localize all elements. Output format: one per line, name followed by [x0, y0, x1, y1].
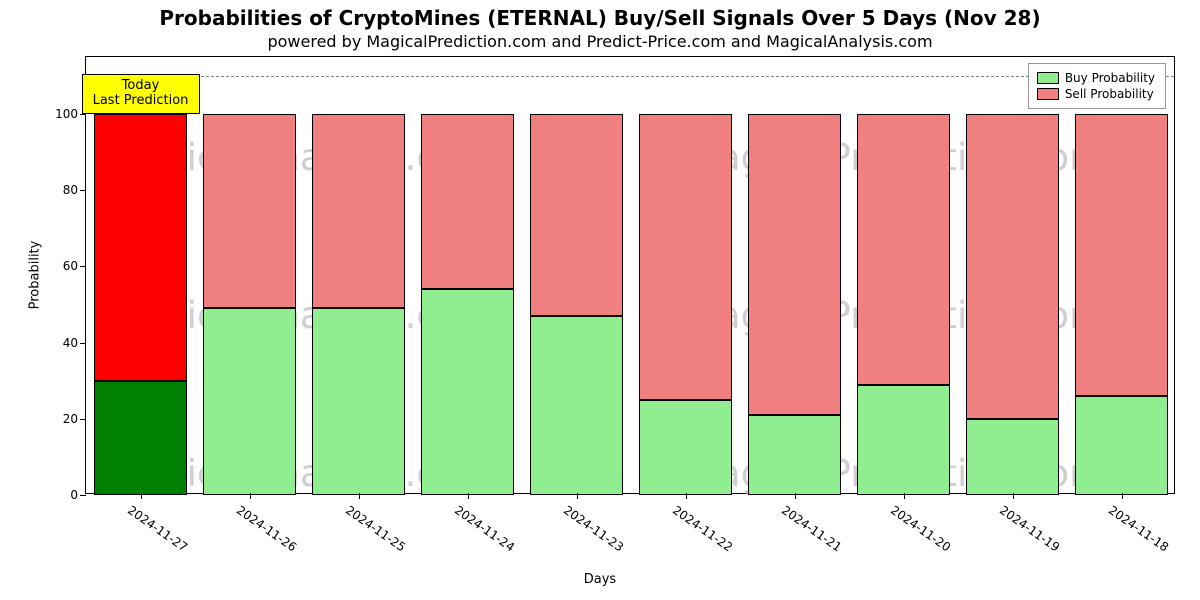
chart-title: Probabilities of CryptoMines (ETERNAL) B…: [0, 6, 1200, 30]
x-tick-mark: [250, 493, 251, 499]
page-root: Probabilities of CryptoMines (ETERNAL) B…: [0, 0, 1200, 600]
bar-sell: [203, 114, 296, 308]
y-tick-label: 60: [63, 259, 86, 273]
legend-label: Buy Probability: [1065, 70, 1155, 86]
x-tick-mark: [577, 493, 578, 499]
x-tick-label: 2024-11-25: [342, 503, 407, 554]
legend-item: Sell Probability: [1037, 86, 1155, 102]
bar-buy: [530, 316, 623, 495]
grid-line-dashed: [86, 76, 1174, 77]
x-tick-mark: [359, 493, 360, 499]
bar-buy: [94, 381, 187, 495]
plot-area: 020406080100MagicalAnalysis.comMagicalPr…: [85, 56, 1175, 494]
bar-sell: [421, 114, 514, 289]
bar-buy: [421, 289, 514, 495]
bar-sell: [94, 114, 187, 381]
bar-sell: [1075, 114, 1168, 396]
legend-swatch: [1037, 88, 1059, 100]
bar-sell: [639, 114, 732, 400]
legend: Buy ProbabilitySell Probability: [1028, 63, 1166, 109]
annotation-line: Today: [91, 79, 191, 94]
x-tick-label: 2024-11-22: [669, 503, 734, 554]
x-tick-label: 2024-11-27: [124, 503, 189, 554]
y-tick-label: 80: [63, 183, 86, 197]
bar-buy: [748, 415, 841, 495]
legend-swatch: [1037, 72, 1059, 84]
y-tick-label: 0: [70, 488, 86, 502]
x-tick-mark: [141, 493, 142, 499]
x-tick-mark: [1013, 493, 1014, 499]
x-tick-label: 2024-11-21: [778, 503, 843, 554]
chart-subtitle: powered by MagicalPrediction.com and Pre…: [0, 32, 1200, 51]
legend-item: Buy Probability: [1037, 70, 1155, 86]
x-tick-mark: [904, 493, 905, 499]
bar-buy: [203, 308, 296, 495]
today-annotation: TodayLast Prediction: [82, 74, 200, 114]
y-tick-label: 40: [63, 336, 86, 350]
x-tick-label: 2024-11-20: [887, 503, 952, 554]
bar-buy: [1075, 396, 1168, 495]
bar-buy: [639, 400, 732, 495]
y-tick-label: 20: [63, 412, 86, 426]
annotation-line: Last Prediction: [91, 94, 191, 109]
x-tick-label: 2024-11-18: [1105, 503, 1170, 554]
x-tick-label: 2024-11-23: [560, 503, 625, 554]
bar-buy: [966, 419, 1059, 495]
x-tick-label: 2024-11-26: [233, 503, 298, 554]
legend-label: Sell Probability: [1065, 86, 1154, 102]
x-tick-mark: [468, 493, 469, 499]
x-axis-label: Days: [0, 572, 1200, 587]
bar-buy: [857, 385, 950, 495]
bar-buy: [312, 308, 405, 495]
y-axis-label: Probability: [28, 241, 43, 310]
x-tick-label: 2024-11-19: [996, 503, 1061, 554]
bar-sell: [312, 114, 405, 308]
bar-sell: [748, 114, 841, 415]
x-tick-label: 2024-11-24: [451, 503, 516, 554]
x-tick-mark: [795, 493, 796, 499]
x-tick-mark: [686, 493, 687, 499]
bar-sell: [966, 114, 1059, 419]
bar-sell: [857, 114, 950, 384]
bar-sell: [530, 114, 623, 316]
x-tick-mark: [1122, 493, 1123, 499]
